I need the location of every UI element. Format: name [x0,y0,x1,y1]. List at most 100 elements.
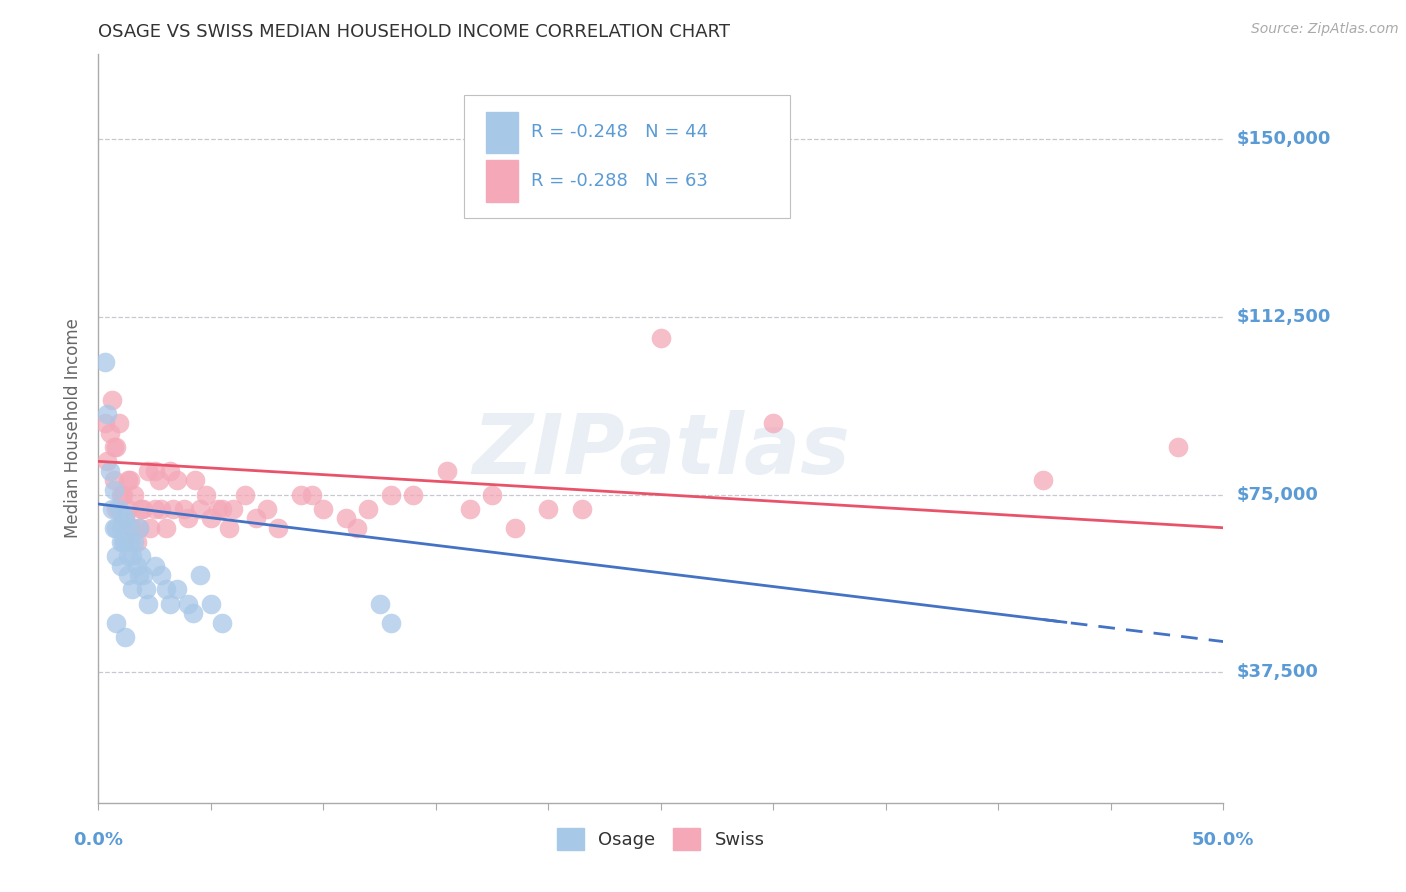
Point [368,597,391,611]
Point [112,487,135,501]
Point [335,511,357,525]
Point [184,473,207,487]
Point [132,568,155,582]
Point [139,521,162,535]
Point [177,597,200,611]
Point [124,487,146,501]
Point [103,440,125,454]
Point [290,487,312,501]
Point [118,535,141,549]
Point [132,501,155,516]
Point [98,425,121,440]
Bar [486,112,517,153]
Point [256,501,278,516]
Point [105,521,128,535]
Point [162,501,184,516]
Point [110,558,132,573]
Point [121,582,143,597]
Point [207,501,229,516]
Point [114,511,136,525]
Point [105,549,128,564]
Point [166,473,188,487]
Point [101,501,124,516]
Point [436,464,458,478]
Point [150,501,173,516]
Point [481,487,503,501]
Point [117,568,139,582]
Text: ZIPatlas: ZIPatlas [472,410,849,491]
Point [173,501,195,516]
Text: R = -0.288   N = 63: R = -0.288 N = 63 [531,172,709,190]
Point [1032,473,1054,487]
Point [177,511,200,525]
Point [195,487,218,501]
Point [150,568,173,582]
Point [124,535,146,549]
Point [128,521,150,535]
Point [121,549,143,564]
Point [110,535,132,549]
Point [136,464,159,478]
Text: $37,500: $37,500 [1237,664,1319,681]
Point [402,487,425,501]
Point [155,582,177,597]
Point [148,473,170,487]
Point [458,501,481,516]
Point [117,521,139,535]
Point [211,615,233,630]
Point [159,597,181,611]
Point [112,511,135,525]
Point [159,464,181,478]
Point [301,487,323,501]
Point [103,473,125,487]
Point [101,392,124,407]
Text: 0.0%: 0.0% [73,830,124,848]
Point [117,473,139,487]
Point [128,568,150,582]
Bar [486,161,517,202]
Point [114,511,136,525]
Point [537,501,560,516]
Point [357,501,380,516]
Point [105,501,128,516]
Point [200,511,222,525]
Point [211,501,233,516]
Point [143,464,166,478]
Point [135,582,157,597]
Point [110,521,132,535]
Point [125,558,148,573]
Point [128,521,150,535]
Point [312,501,335,516]
Point [143,558,166,573]
Legend: Osage, Swiss: Osage, Swiss [550,821,772,857]
Text: R = -0.248   N = 44: R = -0.248 N = 44 [531,123,709,141]
Point [143,501,166,516]
Point [233,487,256,501]
Point [103,521,125,535]
Point [118,473,141,487]
Point [117,549,139,564]
Point [571,501,593,516]
Point [112,535,135,549]
Point [94,417,117,431]
Point [107,417,129,431]
Point [762,417,785,431]
Point [96,454,118,468]
Point [117,501,139,516]
Point [129,501,152,516]
Point [114,535,136,549]
Point [188,501,211,516]
Point [125,535,148,549]
Point [98,464,121,478]
Text: $150,000: $150,000 [1237,130,1331,148]
Point [650,331,672,345]
Point [1167,440,1189,454]
Point [181,606,204,620]
Point [245,511,267,525]
Text: $112,500: $112,500 [1237,308,1331,326]
Y-axis label: Median Household Income: Median Household Income [65,318,83,538]
Point [103,483,125,497]
Point [222,501,245,516]
Point [380,487,402,501]
Text: Source: ZipAtlas.com: Source: ZipAtlas.com [1251,22,1399,37]
